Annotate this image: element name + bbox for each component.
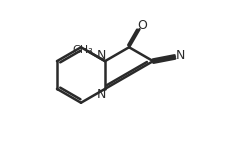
- Text: N: N: [97, 88, 106, 101]
- Text: CH₃: CH₃: [73, 45, 93, 55]
- Text: N: N: [97, 49, 106, 62]
- Text: N: N: [175, 50, 185, 62]
- Text: O: O: [137, 19, 147, 32]
